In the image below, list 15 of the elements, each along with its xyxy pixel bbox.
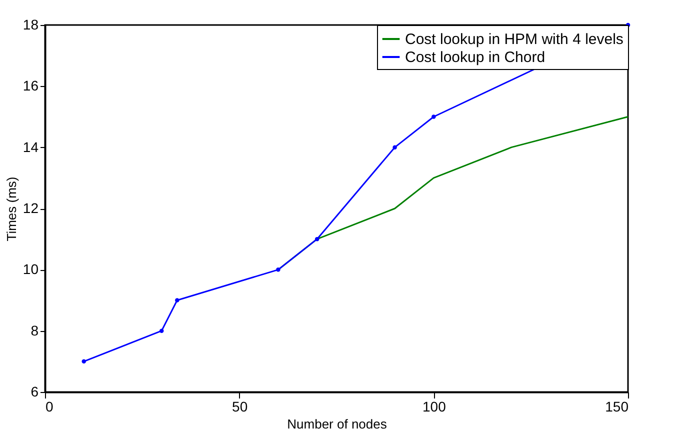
x-tick-label: 100 — [422, 398, 446, 414]
x-tick-label: 0 — [46, 398, 54, 414]
y-tick-label: 6 — [30, 384, 39, 400]
legend-label: Cost lookup in Chord — [405, 49, 546, 66]
x-axis-title: Number of nodes — [287, 416, 388, 432]
legend-label: Cost lookup in HPM with 4 levels — [405, 31, 624, 48]
y-tick-label: 12 — [22, 200, 39, 216]
x-tick-label: 50 — [232, 398, 248, 414]
y-tick-label: 16 — [22, 78, 39, 94]
y-tick-label: 18 — [22, 16, 39, 32]
y-tick-label: 8 — [30, 322, 39, 338]
y-tick-label: 14 — [22, 138, 39, 155]
y-tick-label: 10 — [22, 261, 39, 278]
x-tick-label: 150 — [605, 398, 629, 414]
y-axis-title: Times (ms) — [4, 176, 19, 242]
